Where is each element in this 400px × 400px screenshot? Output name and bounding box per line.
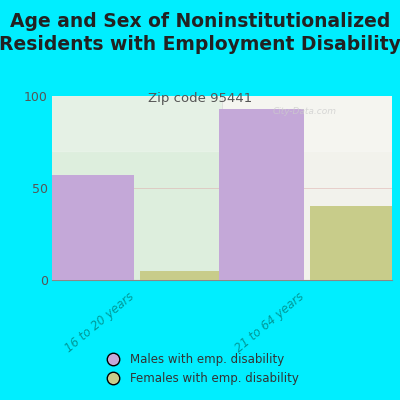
- Bar: [52, 96, 222, 151]
- Legend: Males with emp. disability, Females with emp. disability: Males with emp. disability, Females with…: [96, 349, 304, 390]
- Bar: [222, 96, 392, 280]
- Bar: [49, 175, 134, 280]
- Bar: [310, 206, 395, 280]
- Bar: [222, 96, 392, 151]
- Text: Zip code 95441: Zip code 95441: [148, 92, 252, 105]
- Bar: [52, 96, 222, 280]
- Bar: [140, 271, 226, 280]
- Text: Age and Sex of Noninstitutionalized
Residents with Employment Disability: Age and Sex of Noninstitutionalized Resi…: [0, 12, 400, 54]
- Bar: [218, 109, 304, 280]
- Text: City-Data.com: City-Data.com: [273, 107, 337, 116]
